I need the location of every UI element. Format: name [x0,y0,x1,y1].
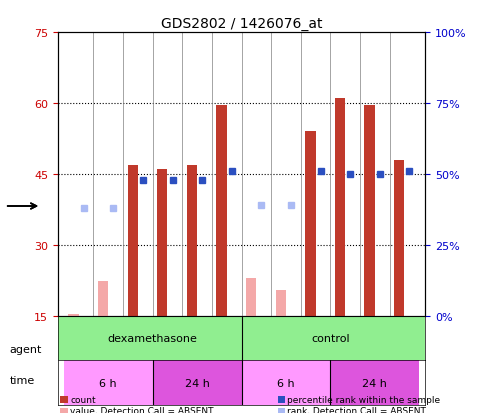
FancyBboxPatch shape [153,361,242,405]
Bar [305,132,315,316]
Text: GDS2802 / 1426076_at: GDS2802 / 1426076_at [161,17,322,31]
Text: dexamethasone: dexamethasone [108,333,198,343]
Bar [246,278,256,316]
Text: time: time [10,375,35,385]
Bar [394,161,404,316]
Bar [216,106,227,316]
FancyBboxPatch shape [64,361,153,405]
Text: count: count [70,395,96,404]
Bar [335,99,345,316]
Text: value, Detection Call = ABSENT: value, Detection Call = ABSENT [70,406,213,413]
Bar [187,165,197,316]
FancyBboxPatch shape [242,316,419,361]
Text: 24 h: 24 h [185,377,210,388]
FancyBboxPatch shape [242,361,330,405]
Bar [68,314,79,316]
FancyBboxPatch shape [64,316,242,361]
Text: rank, Detection Call = ABSENT: rank, Detection Call = ABSENT [287,406,426,413]
Text: agent: agent [10,344,42,354]
Bar [157,170,168,316]
Bar [128,165,138,316]
Text: 24 h: 24 h [362,377,387,388]
Bar [364,106,375,316]
FancyBboxPatch shape [330,361,419,405]
Text: percentile rank within the sample: percentile rank within the sample [287,395,440,404]
Bar [275,290,286,316]
Text: 6 h: 6 h [277,377,295,388]
Text: 6 h: 6 h [99,377,117,388]
Bar [98,281,108,316]
Text: control: control [311,333,350,343]
